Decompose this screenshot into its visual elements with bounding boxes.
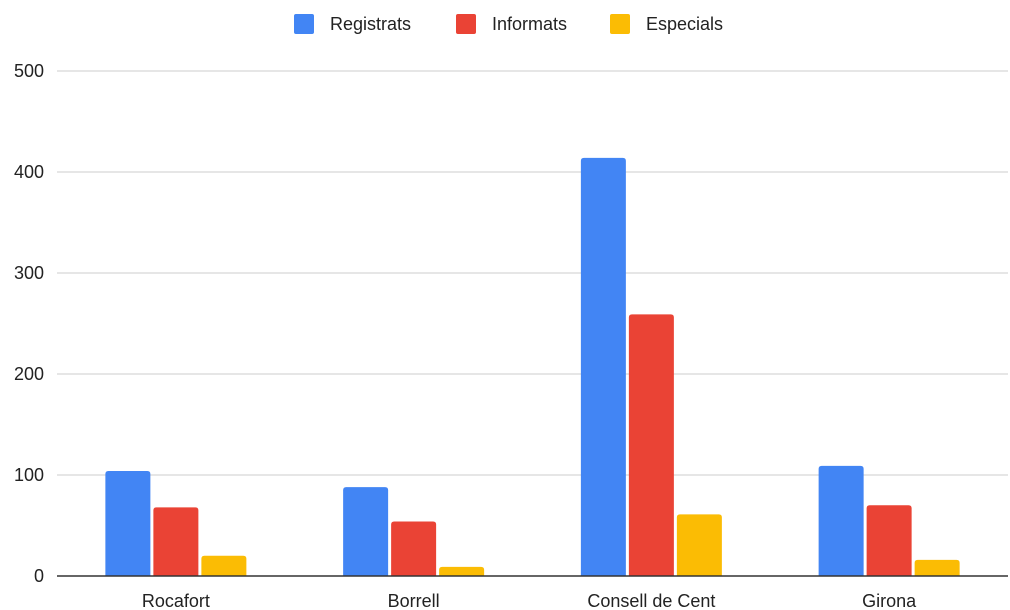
bar-informats-borrell — [391, 521, 437, 576]
y-axis-ticks: 0 100 200 300 400 500 — [14, 61, 44, 586]
y-tick-label: 0 — [34, 566, 44, 586]
legend-swatch-especials — [610, 14, 630, 34]
gridlines — [57, 70, 1008, 476]
legend-label-especials: Especials — [646, 14, 723, 34]
bar-especials-borrell — [439, 566, 485, 576]
bar-especials-rocafort — [201, 555, 247, 576]
y-tick-label: 300 — [14, 263, 44, 283]
y-tick-label: 200 — [14, 364, 44, 384]
bar-registrats-borrell — [343, 487, 389, 576]
bar-especials-girona — [914, 559, 960, 576]
y-tick-label: 100 — [14, 465, 44, 485]
y-tick-label: 400 — [14, 162, 44, 182]
bar-registrats-girona — [818, 465, 864, 576]
legend-label-registrats: Registrats — [330, 14, 411, 34]
bar-registrats-rocafort — [105, 470, 151, 576]
x-tick-label: Consell de Cent — [587, 591, 715, 610]
bar-registrats-consell-de-cent — [580, 157, 626, 577]
bar-informats-rocafort — [153, 507, 199, 576]
bar-informats-girona — [866, 505, 912, 576]
x-tick-label: Rocafort — [142, 591, 210, 610]
bar-informats-consell-de-cent — [628, 314, 674, 576]
bars — [105, 157, 960, 577]
x-tick-label: Borrell — [388, 591, 440, 610]
legend-label-informats: Informats — [492, 14, 567, 34]
bar-especials-consell-de-cent — [676, 514, 722, 576]
x-tick-label: Girona — [862, 591, 917, 610]
y-tick-label: 500 — [14, 61, 44, 81]
legend-swatch-informats — [456, 14, 476, 34]
legend: Registrats Informats Especials — [294, 14, 723, 34]
x-axis-labels: Rocafort Borrell Consell de Cent Girona — [142, 591, 917, 610]
legend-swatch-registrats — [294, 14, 314, 34]
